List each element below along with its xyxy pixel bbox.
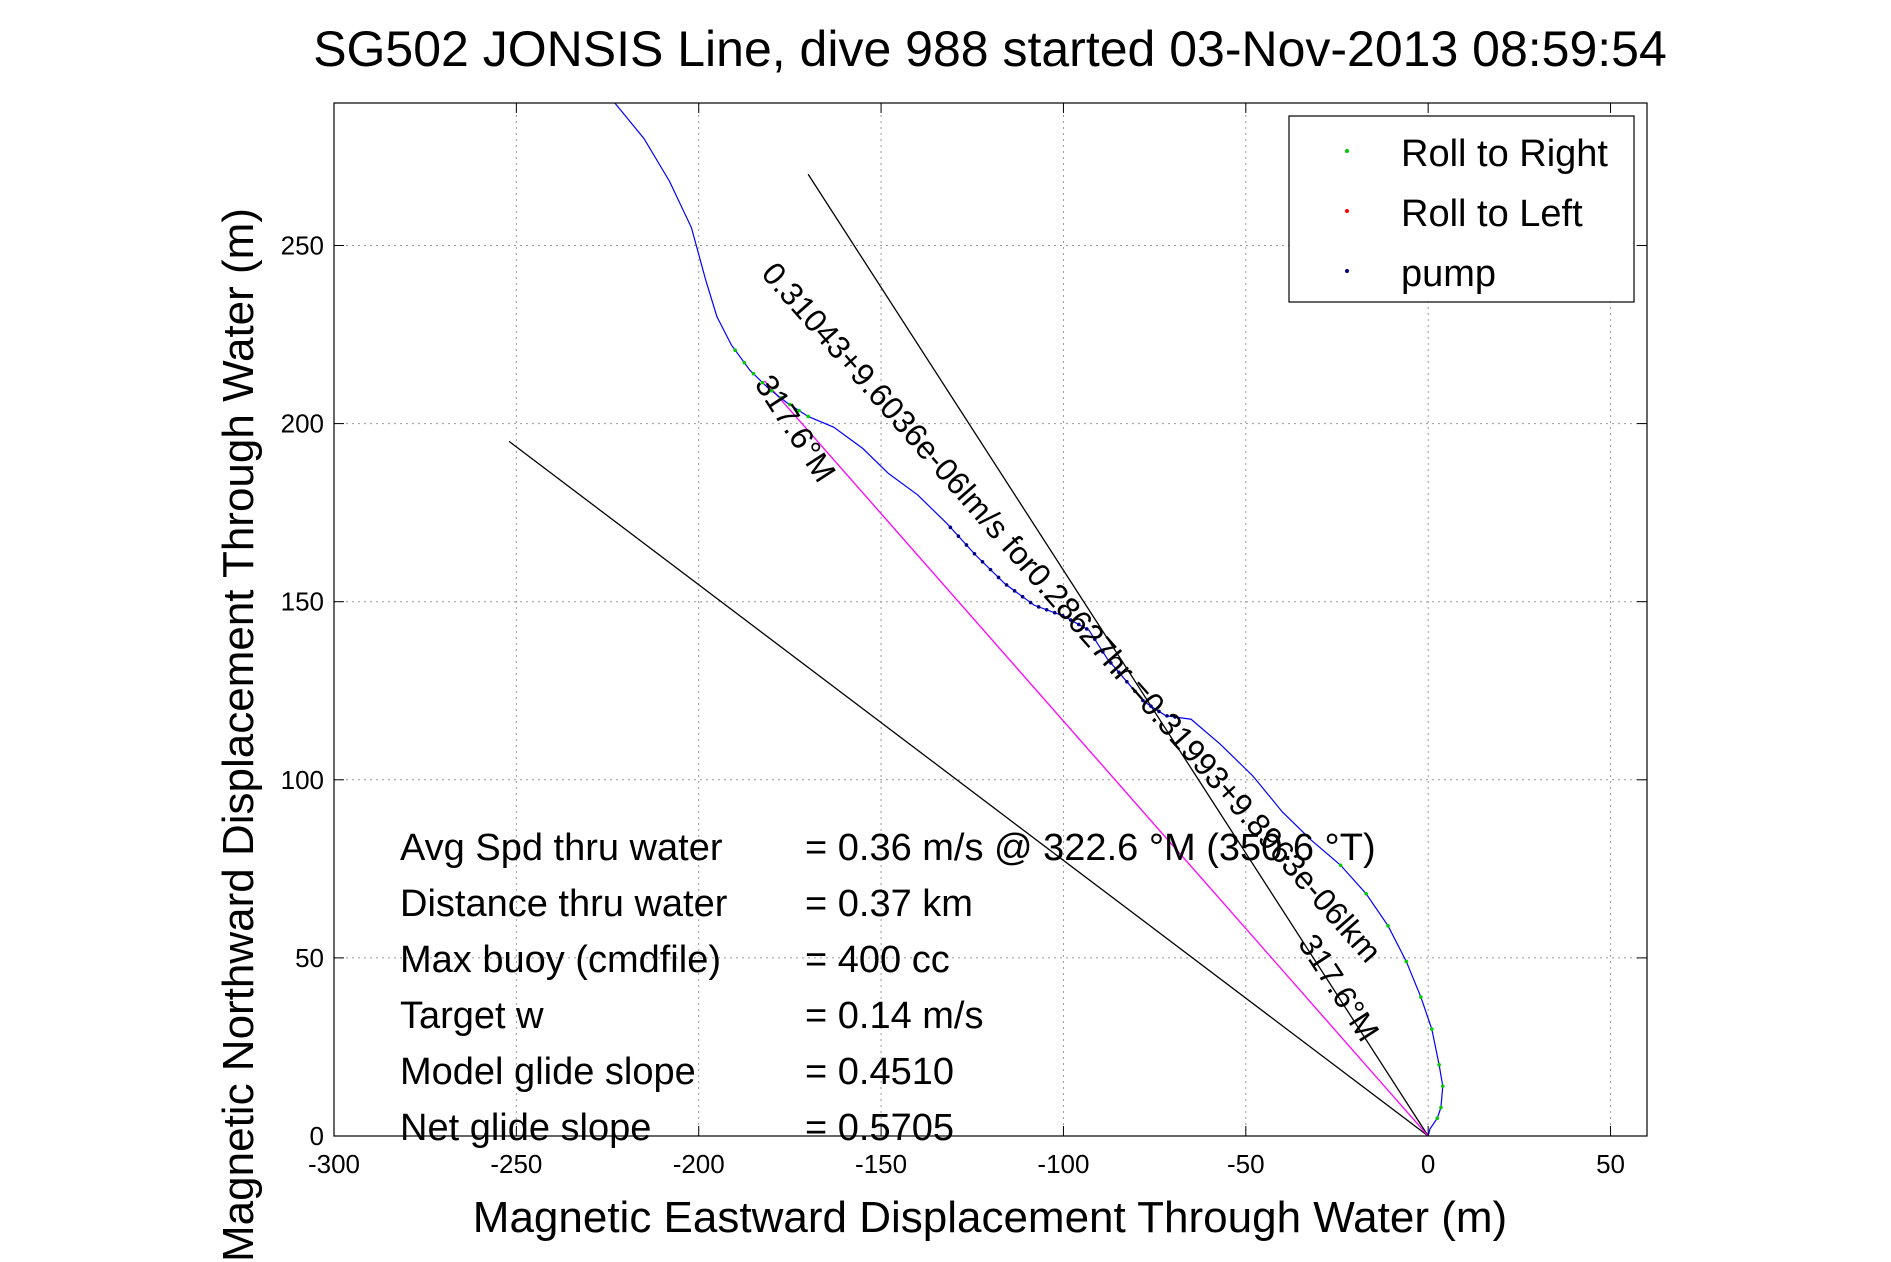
stat-label: Net glide slope xyxy=(400,1107,651,1149)
stat-label: Model glide slope xyxy=(400,1051,696,1093)
pump-point xyxy=(1052,610,1057,615)
pump-point xyxy=(1165,714,1169,718)
reference-line xyxy=(763,380,1429,1137)
roll-right-point xyxy=(778,396,783,400)
legend-label: Roll to Right xyxy=(1401,133,1608,175)
pump-point xyxy=(1020,594,1025,599)
pump-point xyxy=(1157,709,1161,714)
pump-point xyxy=(1109,661,1113,665)
stat-label: Avg Spd thru water xyxy=(400,827,723,869)
stats-annotation: Avg Spd thru water = 0.36 m/s @ 322.6 °M … xyxy=(400,827,1376,1149)
roll-right-point xyxy=(788,402,792,407)
roll-right-point xyxy=(1439,1105,1443,1110)
track-line xyxy=(614,102,1444,1137)
stat-value: = 0.37 km xyxy=(805,883,973,925)
roll-right-point xyxy=(742,360,747,365)
x-tick-label: -100 xyxy=(1037,1149,1089,1179)
pump-point xyxy=(948,525,953,530)
legend-marker xyxy=(1345,149,1349,153)
roll-right-point xyxy=(769,389,774,393)
y-tick-label: 50 xyxy=(295,943,324,973)
x-tick-label: 50 xyxy=(1596,1149,1625,1179)
x-tick-label: -150 xyxy=(855,1149,907,1179)
stat-value: = 0.4510 xyxy=(805,1051,954,1093)
y-tick-label: 200 xyxy=(281,409,324,439)
roll-right-point xyxy=(1404,959,1409,964)
x-tick-label: -200 xyxy=(673,1149,725,1179)
pump-point xyxy=(1141,698,1145,703)
roll-right-point xyxy=(1440,1084,1445,1088)
roll-right-point xyxy=(797,408,801,413)
legend-label: pump xyxy=(1401,253,1496,295)
x-axis-label: Magnetic Eastward Displacement Through W… xyxy=(473,1193,1507,1242)
pump-point xyxy=(1012,589,1017,593)
pump-point xyxy=(972,551,977,556)
roll-right-point xyxy=(1419,995,1423,999)
axes-frame xyxy=(333,102,1648,1137)
line-annotation: 317.6°M xyxy=(748,368,843,488)
pump-point xyxy=(1084,627,1089,631)
roll-right-point xyxy=(1386,924,1390,928)
roll-right-point xyxy=(1364,891,1368,896)
pump-point xyxy=(1093,637,1097,642)
roll-right-point xyxy=(751,371,756,376)
pump-point xyxy=(1101,650,1105,654)
roll-right-point xyxy=(1430,1027,1434,1031)
pump-point xyxy=(1036,605,1041,609)
stat-value: = 400 cc xyxy=(805,939,950,981)
roll-right-point xyxy=(806,414,810,419)
stat-label: Distance thru water xyxy=(400,883,728,925)
reference-line xyxy=(807,173,1429,1137)
legend-label: Roll to Left xyxy=(1401,193,1583,235)
pump-point xyxy=(1149,704,1153,708)
roll-right-point xyxy=(760,380,765,385)
x-tick-label: -300 xyxy=(308,1149,360,1179)
y-tick-label: 250 xyxy=(281,230,324,260)
roll-right-point xyxy=(733,348,737,353)
pump-point xyxy=(1028,600,1033,605)
x-tick-label: 0 xyxy=(1421,1149,1435,1179)
legend-marker xyxy=(1345,209,1349,213)
legend-marker xyxy=(1345,269,1349,273)
stat-label: Max buoy (cmdfile) xyxy=(400,939,721,981)
pump-point xyxy=(980,559,985,564)
stat-value: = 0.14 m/s xyxy=(805,995,983,1037)
x-tick-label: -250 xyxy=(490,1149,542,1179)
stat-label: Target w xyxy=(400,995,544,1037)
pump-point xyxy=(996,575,1001,580)
y-tick-label: 100 xyxy=(281,765,324,795)
y-tick-label: 150 xyxy=(281,587,324,617)
pump-point xyxy=(1060,613,1065,618)
stat-value: = 0.36 m/s @ 322.6 °M (350.6 °T) xyxy=(805,827,1376,869)
pump-point xyxy=(1004,583,1009,587)
pump-point xyxy=(1133,689,1137,693)
reference-line xyxy=(508,440,1429,1137)
chart-title: SG502 JONSIS Line, dive 988 started 03-N… xyxy=(313,21,1667,77)
pump-point xyxy=(988,567,993,572)
pump-point xyxy=(1173,715,1177,719)
stat-value: = 0.5705 xyxy=(805,1107,954,1149)
x-tick-label: -50 xyxy=(1227,1149,1265,1179)
y-axis-label: Magnetic Northward Displacement Through … xyxy=(214,208,263,1262)
pump-point xyxy=(1117,670,1121,675)
roll-right-point xyxy=(1435,1116,1440,1120)
pump-point xyxy=(1125,679,1129,684)
pump-point xyxy=(1044,607,1049,612)
y-tick-label: 0 xyxy=(310,1121,324,1151)
pump-point xyxy=(1076,622,1081,627)
roll-right-point xyxy=(1338,863,1343,868)
roll-right-point xyxy=(1437,1062,1441,1067)
legend: Roll to Right Roll to Left pump xyxy=(1288,115,1635,303)
pump-point xyxy=(1068,618,1073,622)
pump-point xyxy=(964,543,969,547)
pump-point xyxy=(956,534,961,538)
